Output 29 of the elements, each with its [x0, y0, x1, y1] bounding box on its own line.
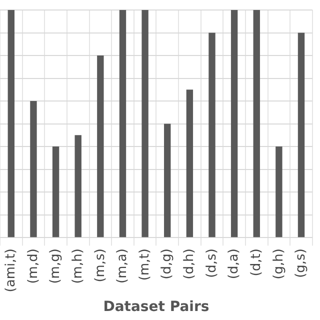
x-tick-label: (m,t) — [137, 248, 152, 281]
x-tick-label: (g,s) — [294, 248, 309, 278]
x-tick-label: (m,a) — [115, 248, 130, 284]
bar — [253, 10, 260, 238]
x-tick-label: (d,g) — [160, 248, 175, 280]
bar — [164, 124, 171, 238]
bar — [208, 32, 216, 238]
bar — [52, 146, 60, 238]
bar — [298, 32, 305, 238]
bar — [74, 135, 82, 238]
bar — [8, 10, 15, 238]
x-tick-label: (g,h) — [271, 248, 286, 280]
x-tick-label: (m,d) — [26, 248, 41, 284]
bar — [30, 101, 37, 238]
x-tick-label: (m,h) — [70, 248, 86, 284]
bar — [142, 10, 148, 238]
x-axis-title: Dataset Pairs — [103, 299, 210, 316]
bar — [186, 90, 194, 238]
bar — [230, 10, 238, 238]
bar — [119, 10, 126, 238]
x-tick-label: (d,s) — [204, 248, 220, 278]
x-tick-label: (m,g) — [48, 248, 64, 284]
bar — [276, 146, 282, 238]
x-tick-label: (ami,t) — [4, 248, 19, 292]
x-tick-label: (d,a) — [226, 248, 242, 280]
bar — [97, 56, 104, 238]
x-tick-label: (d,t) — [249, 248, 264, 276]
x-tick-label: (d,h) — [182, 248, 198, 280]
x-tick-label: (m,s) — [92, 248, 108, 282]
